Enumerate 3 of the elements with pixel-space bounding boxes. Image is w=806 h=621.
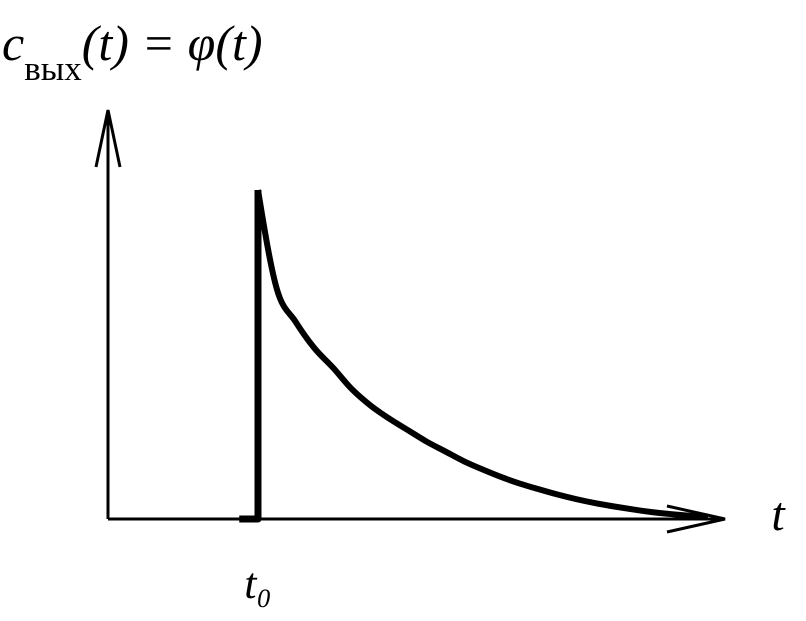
x-axis-title: t [771,488,786,541]
text: t₀ [244,559,272,608]
y-axis-title: c$_{вых}$(t) = φ(t) [2,15,263,88]
